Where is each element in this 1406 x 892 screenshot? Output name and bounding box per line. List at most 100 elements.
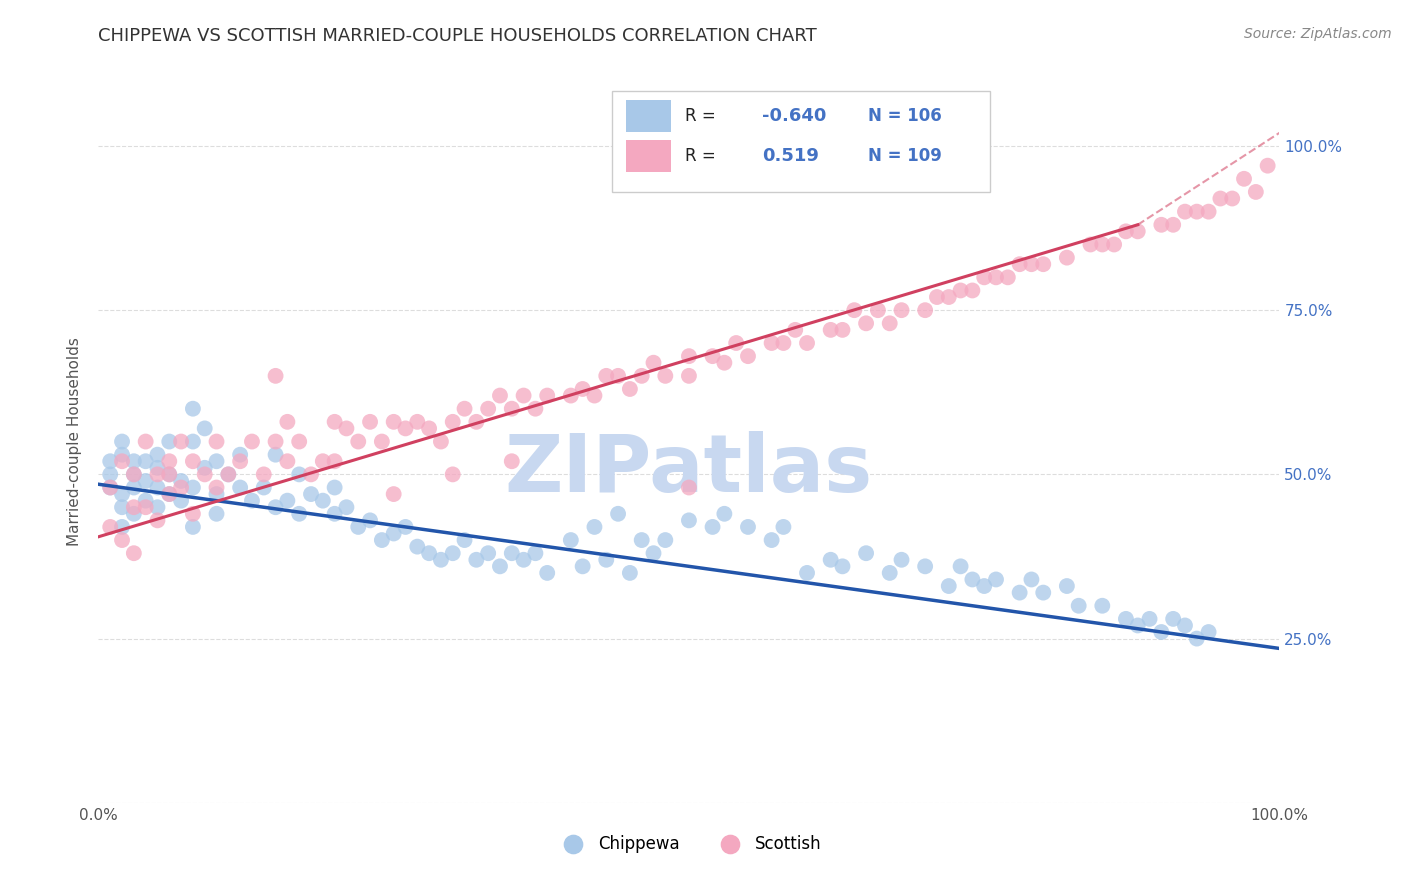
Point: [477, 546, 499, 560]
Point: [135, 474, 157, 488]
Point: [831, 323, 853, 337]
Point: [477, 401, 499, 416]
Point: [925, 290, 948, 304]
Point: [205, 454, 228, 468]
Point: [785, 323, 807, 337]
Point: [135, 493, 157, 508]
Point: [1161, 218, 1184, 232]
Point: [181, 401, 204, 416]
Point: [1185, 632, 1208, 646]
Point: [1091, 237, 1114, 252]
Point: [430, 553, 453, 567]
Text: R =: R =: [685, 147, 721, 165]
Point: [619, 382, 641, 396]
Point: [560, 388, 582, 402]
Point: [146, 513, 169, 527]
Point: [135, 454, 157, 468]
Point: [713, 507, 735, 521]
Point: [98, 467, 121, 482]
Point: [1174, 618, 1197, 632]
Point: [253, 467, 276, 482]
Point: [702, 520, 724, 534]
Point: [949, 284, 972, 298]
Point: [205, 487, 228, 501]
Point: [465, 553, 488, 567]
Point: [299, 487, 322, 501]
Point: [1032, 585, 1054, 599]
Point: [1067, 599, 1090, 613]
Point: [1174, 204, 1197, 219]
Point: [441, 467, 464, 482]
Point: [571, 382, 593, 396]
Point: [583, 520, 606, 534]
Point: [111, 533, 134, 547]
Point: [524, 546, 547, 560]
Point: [264, 500, 287, 515]
Point: [194, 460, 217, 475]
Point: [205, 481, 228, 495]
Point: [181, 520, 204, 534]
Point: [111, 434, 134, 449]
Point: [394, 421, 416, 435]
Point: [1032, 257, 1054, 271]
Point: [122, 546, 145, 560]
Point: [772, 336, 794, 351]
Point: [288, 507, 311, 521]
Point: [973, 270, 995, 285]
Point: [678, 349, 700, 363]
Point: [394, 520, 416, 534]
Point: [157, 454, 180, 468]
Point: [643, 546, 665, 560]
Point: [135, 500, 157, 515]
Point: [702, 349, 724, 363]
Point: [489, 559, 512, 574]
Point: [1139, 612, 1161, 626]
Point: [181, 507, 204, 521]
Point: [157, 487, 180, 501]
Point: [418, 421, 440, 435]
Point: [1126, 224, 1149, 238]
Point: [371, 533, 394, 547]
Point: [276, 493, 298, 508]
Point: [536, 566, 558, 580]
Point: [630, 368, 652, 383]
Point: [240, 434, 263, 449]
Point: [1056, 579, 1078, 593]
Point: [264, 434, 287, 449]
Point: [595, 553, 617, 567]
Point: [276, 454, 298, 468]
Point: [465, 415, 488, 429]
Point: [536, 388, 558, 402]
Point: [524, 401, 547, 416]
Point: [938, 290, 960, 304]
Point: [1021, 573, 1043, 587]
Point: [323, 454, 346, 468]
Point: [347, 434, 370, 449]
Point: [157, 467, 180, 482]
Point: [170, 493, 193, 508]
Point: [382, 526, 405, 541]
Point: [560, 533, 582, 547]
Point: [181, 454, 204, 468]
Point: [855, 316, 877, 330]
Point: [1126, 618, 1149, 632]
Legend: Chippewa, Scottish: Chippewa, Scottish: [550, 828, 828, 860]
Point: [607, 507, 630, 521]
Point: [866, 303, 889, 318]
Point: [170, 481, 193, 495]
Point: [371, 434, 394, 449]
Point: [1056, 251, 1078, 265]
Point: [157, 487, 180, 501]
Point: [1198, 204, 1220, 219]
Bar: [626, 100, 671, 132]
Point: [453, 533, 475, 547]
Point: [146, 460, 169, 475]
Point: [678, 368, 700, 383]
Point: [122, 467, 145, 482]
Point: [820, 323, 842, 337]
Point: [240, 493, 263, 508]
Point: [146, 500, 169, 515]
Point: [312, 454, 335, 468]
Point: [181, 434, 204, 449]
Point: [1115, 612, 1137, 626]
